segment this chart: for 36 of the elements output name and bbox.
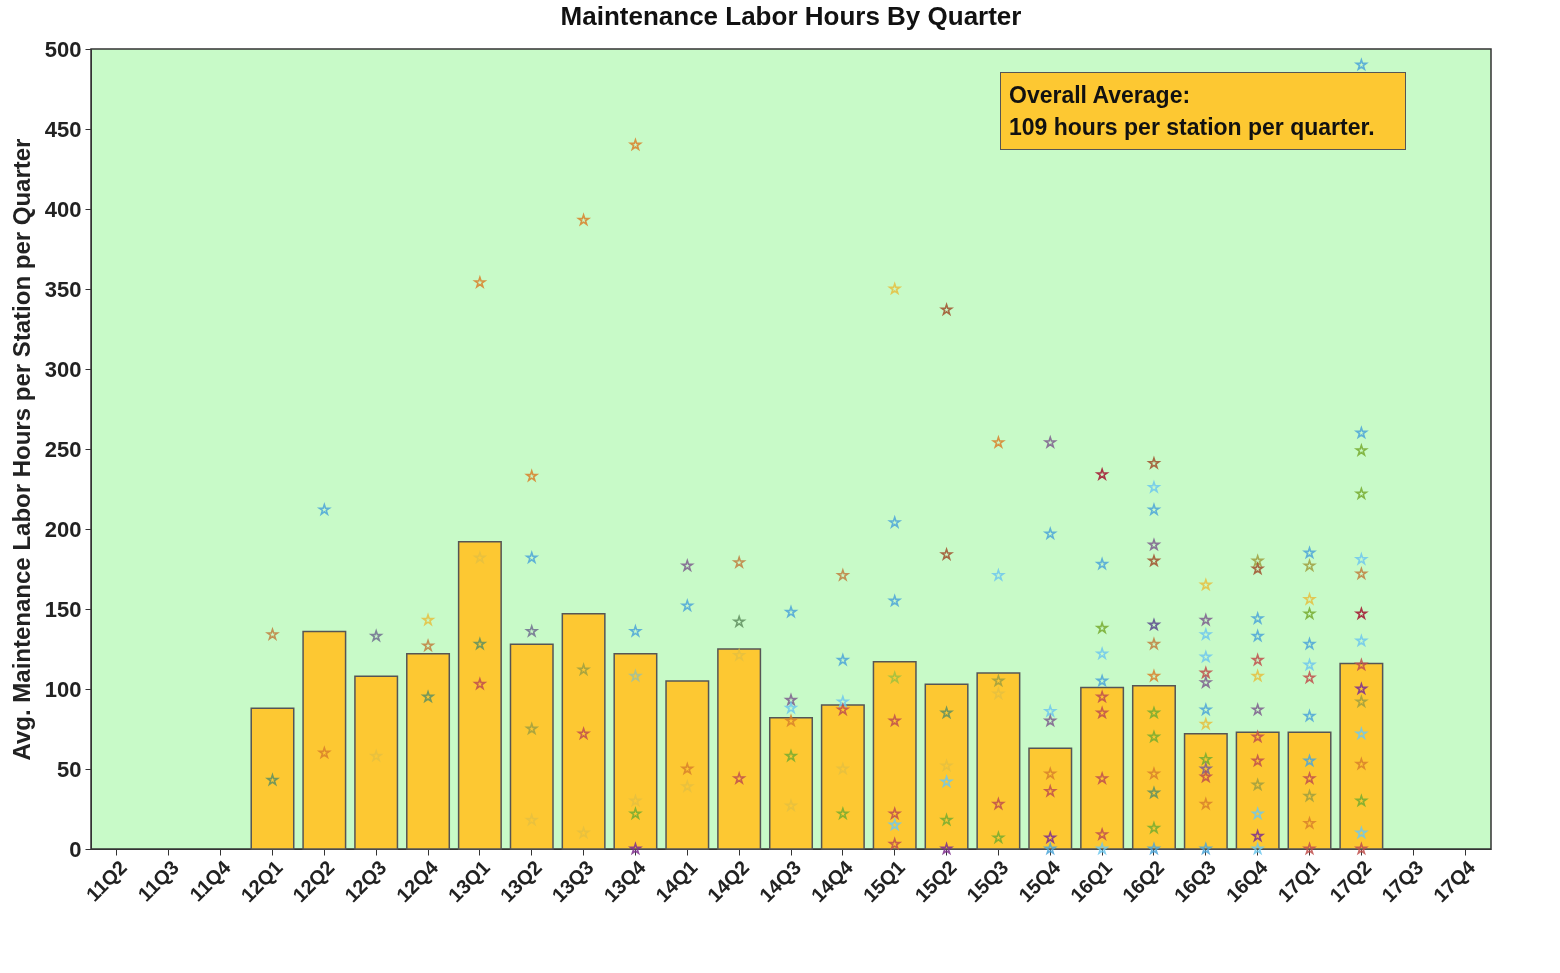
- y-tick-label: 400: [44, 196, 82, 222]
- bar: [613, 653, 658, 850]
- y-tick-label: 150: [44, 596, 82, 622]
- bar: [768, 717, 814, 850]
- bar: [1339, 662, 1384, 850]
- bar: [976, 672, 1021, 850]
- y-tick-label: 200: [44, 516, 82, 542]
- y-tick-label: 350: [44, 276, 82, 302]
- bar: [457, 541, 502, 850]
- annotation: Overall Average: 109 hours per station per quarter.: [1000, 72, 1406, 150]
- y-axis-title: Avg. Maintenance Labor Hours per Station per Quarter: [7, 138, 35, 761]
- chart-title: Maintenance Labor Hours By Quarter: [560, 1, 1022, 31]
- bar: [302, 630, 347, 850]
- bar: [354, 675, 399, 850]
- y-tick-label: 450: [44, 116, 82, 142]
- bar: [872, 661, 917, 850]
- bar: [1028, 747, 1073, 850]
- bar: [717, 648, 762, 850]
- bar: [820, 704, 865, 850]
- y-tick-label: 500: [44, 36, 82, 62]
- y-tick-label: 100: [44, 676, 82, 702]
- bar: [1183, 733, 1228, 850]
- bar: [561, 613, 606, 850]
- bar: [406, 653, 451, 850]
- bar: [1131, 685, 1176, 850]
- y-tick-label: 250: [44, 436, 82, 462]
- y-tick-label: 50: [57, 756, 82, 782]
- bar: [665, 680, 710, 850]
- bar: [924, 683, 969, 850]
- y-tick-label: 0: [69, 836, 82, 862]
- bar: [1235, 731, 1280, 850]
- bar: [1287, 731, 1332, 850]
- y-tick-label: 300: [44, 356, 82, 382]
- bar: [1080, 686, 1125, 850]
- bar: [250, 707, 295, 850]
- bar: [509, 643, 554, 850]
